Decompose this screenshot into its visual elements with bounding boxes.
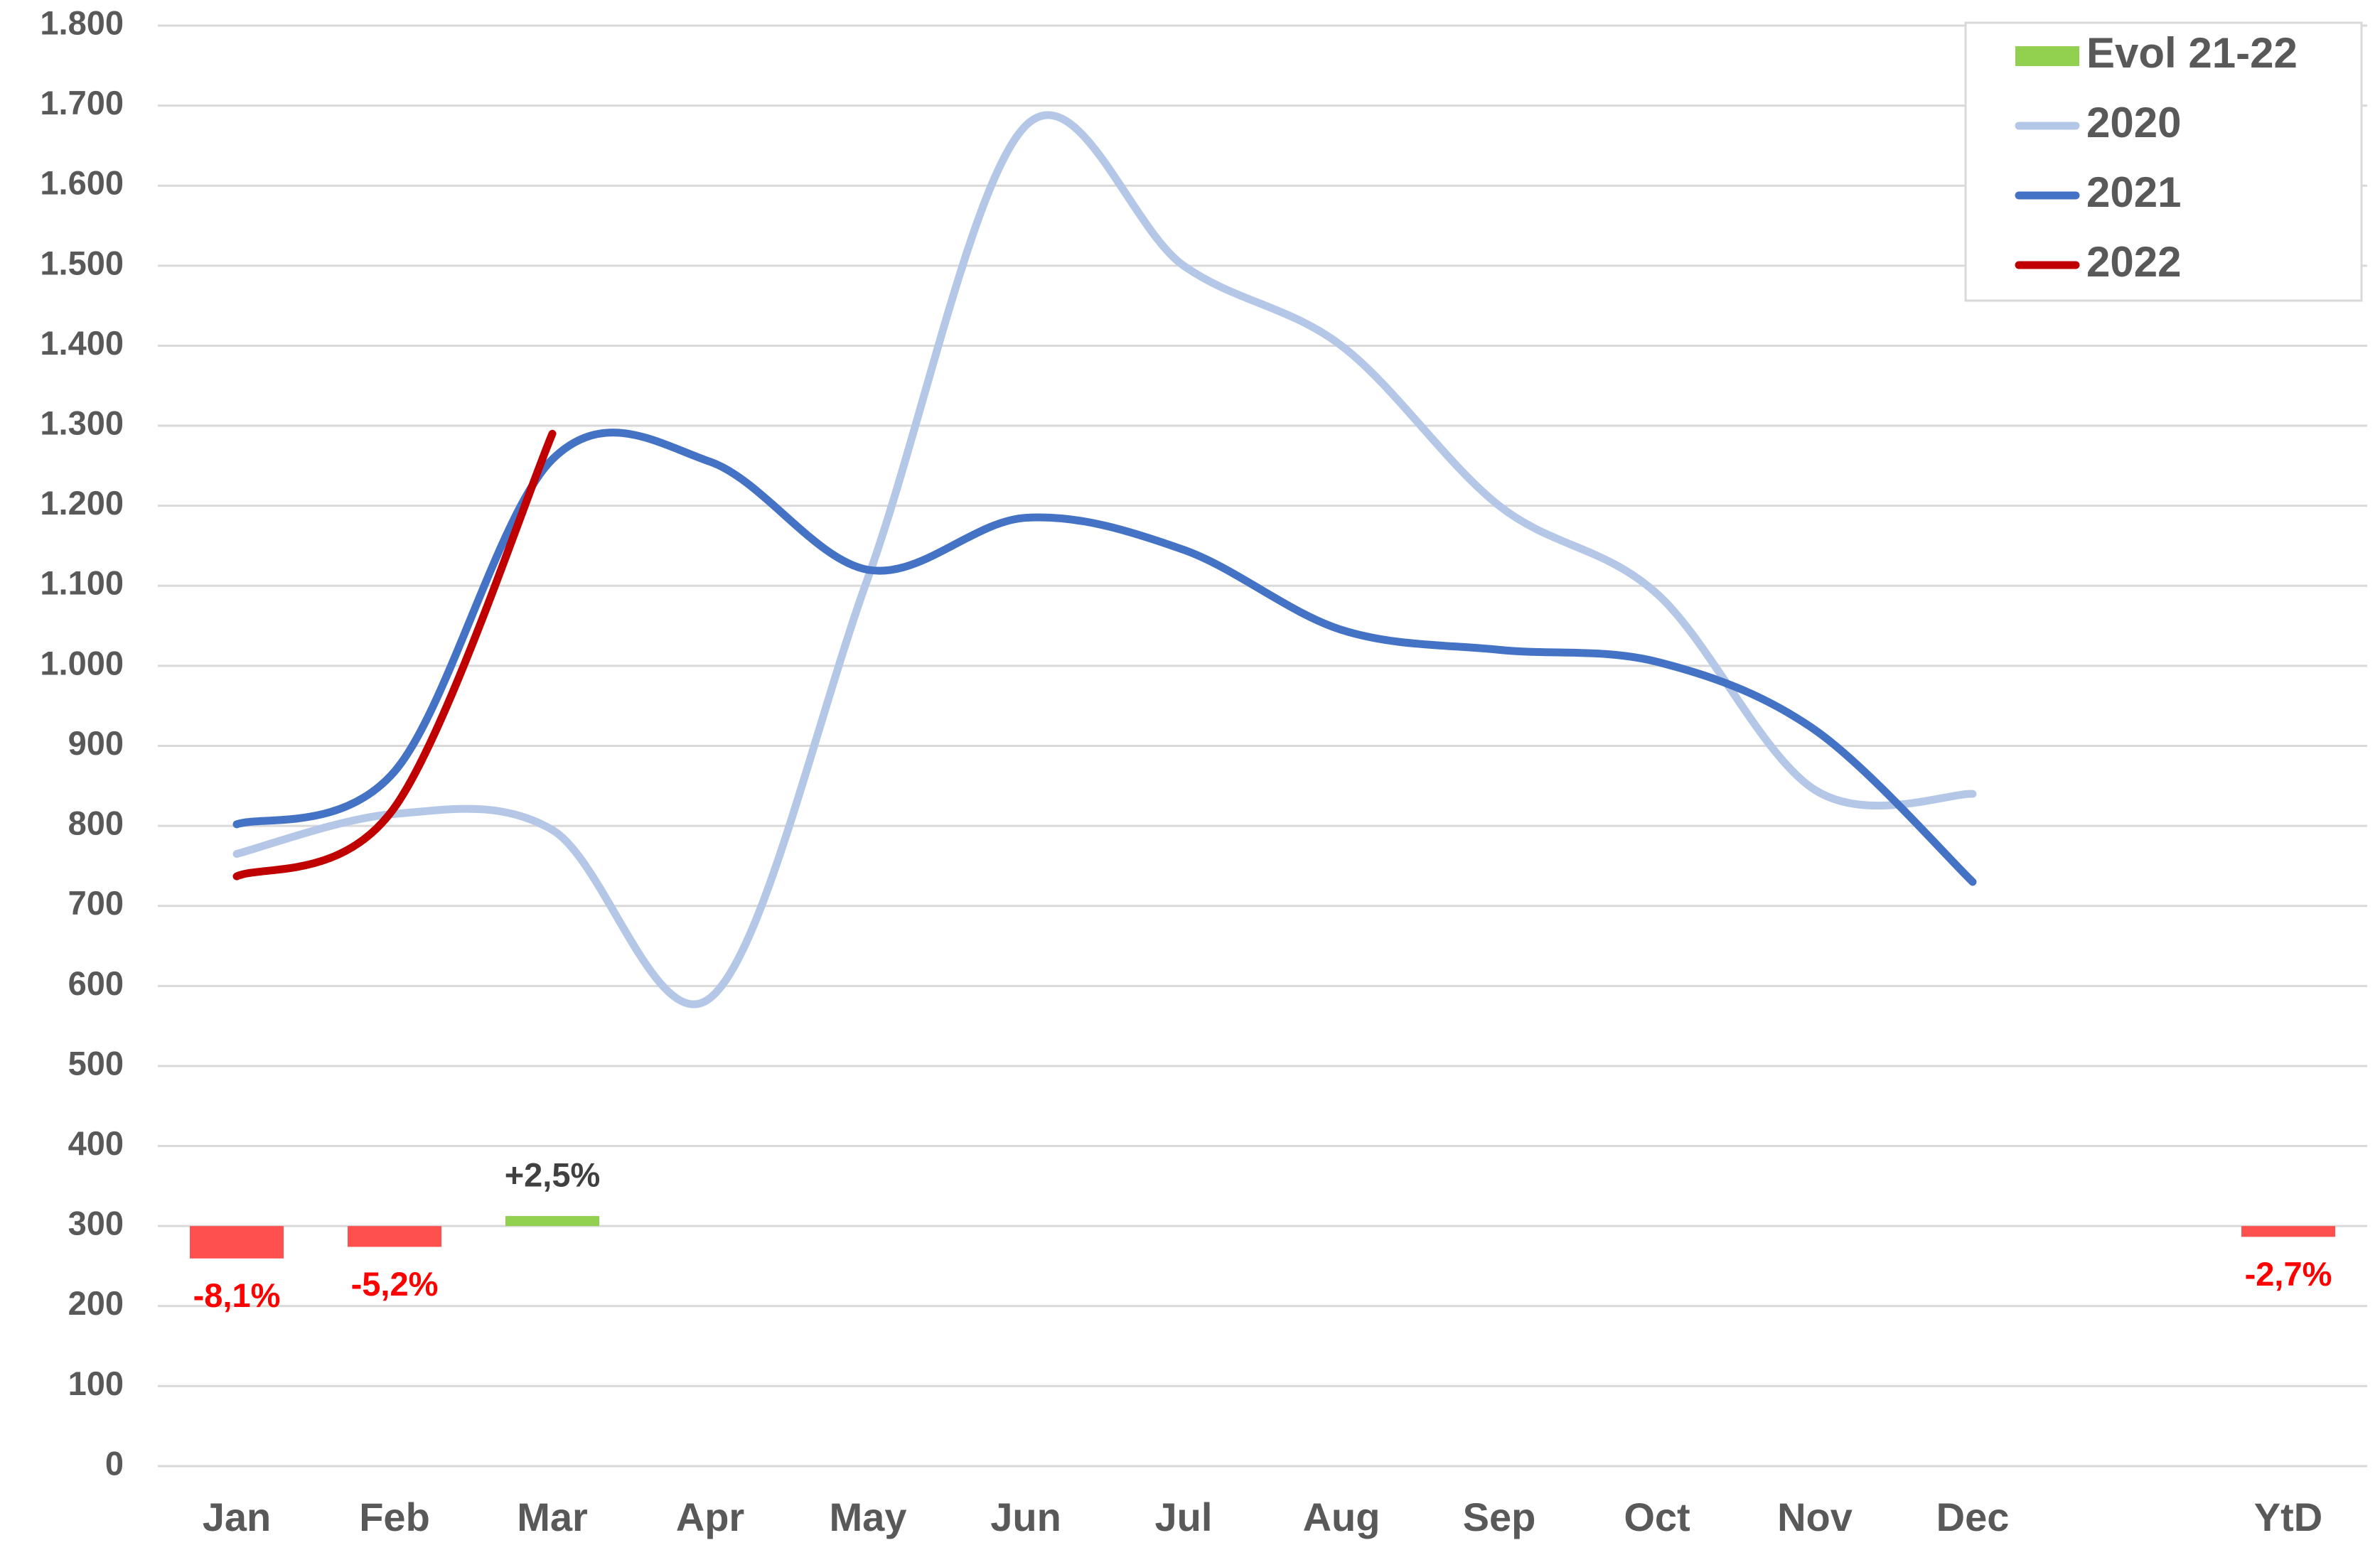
y-tick-label: 900 xyxy=(68,724,124,762)
data-label: -5,2% xyxy=(351,1265,439,1303)
y-tick-label: 1.800 xyxy=(40,4,124,41)
y-tick-label: 800 xyxy=(68,804,124,842)
y-tick-label: 600 xyxy=(68,964,124,1002)
x-tick-label: Jul xyxy=(1155,1495,1213,1539)
line xyxy=(232,111,1977,1008)
x-tick-label: Mar xyxy=(517,1495,588,1539)
y-tick-label: 1.400 xyxy=(40,324,124,362)
y-tick-label: 1.500 xyxy=(40,244,124,281)
x-tick-label: Sep xyxy=(1463,1495,1536,1539)
y-tick-label: 1.200 xyxy=(40,484,124,522)
x-tick-label: May xyxy=(830,1495,907,1539)
y-tick-label: 200 xyxy=(68,1284,124,1322)
y-tick-label: 500 xyxy=(68,1044,124,1082)
data-label: -8,1% xyxy=(193,1276,281,1314)
bar xyxy=(348,1226,441,1247)
x-tick-label: Nov xyxy=(1777,1495,1853,1539)
bar xyxy=(190,1226,284,1259)
y-tick-label: 0 xyxy=(105,1444,124,1482)
y-tick-label: 100 xyxy=(68,1365,124,1402)
x-tick-label: Aug xyxy=(1303,1495,1381,1539)
line xyxy=(232,429,557,881)
x-tick-label: Feb xyxy=(359,1495,430,1539)
legend-label: 2021 xyxy=(2086,168,2181,216)
legend: Evol 21-22 2020 2021 2022 xyxy=(1964,21,2363,302)
x-tick-label: Jan xyxy=(203,1495,272,1539)
legend-label: 2020 xyxy=(2086,99,2181,146)
legend-box xyxy=(1964,21,2363,302)
y-tick-label: 1.700 xyxy=(40,84,124,122)
line xyxy=(232,429,1977,886)
y-tick-label: 1.000 xyxy=(40,644,124,682)
x-tick-label: Jun xyxy=(990,1495,1061,1539)
x-tick-label: Oct xyxy=(1624,1495,1690,1539)
data-label: +2,5% xyxy=(505,1156,601,1194)
y-tick-label: 400 xyxy=(68,1124,124,1162)
x-tick-label: Dec xyxy=(1936,1495,2010,1539)
x-tick-label: YtD xyxy=(2254,1495,2322,1539)
data-label: -2,7% xyxy=(2245,1255,2332,1293)
bar xyxy=(505,1216,599,1227)
y-tick-label: 1.300 xyxy=(40,404,124,441)
y-tick-label: 1.600 xyxy=(40,164,124,202)
x-tick-label: Apr xyxy=(676,1495,744,1539)
bar xyxy=(2241,1226,2335,1237)
legend-label: Evol 21-22 xyxy=(2086,29,2298,77)
y-tick-label: 300 xyxy=(68,1205,124,1242)
y-tick-label: 1.100 xyxy=(40,564,124,602)
legend-swatch xyxy=(2015,46,2079,66)
y-tick-label: 700 xyxy=(68,884,124,922)
legend-label: 2022 xyxy=(2086,238,2181,286)
